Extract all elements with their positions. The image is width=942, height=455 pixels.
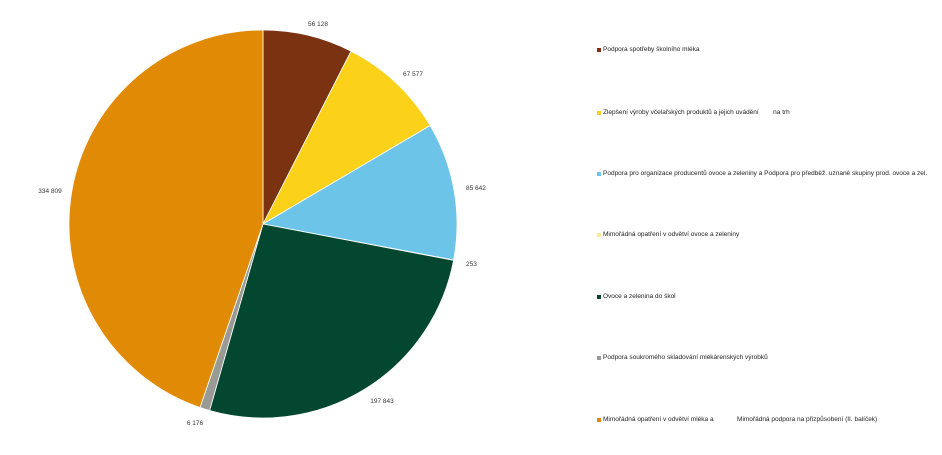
pie-slice bbox=[262, 50, 431, 226]
data-label: 197 843 bbox=[370, 398, 394, 405]
legend-swatch bbox=[597, 110, 601, 115]
legend-swatch bbox=[597, 232, 601, 237]
data-label: 67 577 bbox=[403, 71, 423, 78]
legend-label: Mimořádná opatření v odvětví mléka a Mim… bbox=[603, 416, 878, 423]
legend: Podpora spotřeby školního mléka Zlepšení … bbox=[597, 0, 937, 455]
legend-item: Mimořádná opatření v odvětví mléka a Mim… bbox=[597, 416, 877, 423]
legend-label: Zlepšení výroby včelařských produktů a j… bbox=[603, 109, 790, 116]
data-label: 56 128 bbox=[308, 21, 328, 28]
legend-label: Podpora spotřeby školního mléka bbox=[603, 46, 700, 53]
legend-label: Mimořádná opatření v odvětví ovoce a zel… bbox=[603, 231, 740, 238]
data-labels: 56 128 67 577 85 642 253 197 843 6 176 334 809 bbox=[38, 21, 486, 427]
legend-label: Podpora soukromého skladování mlékárensk… bbox=[603, 354, 768, 361]
legend-item: Ovoce a zelenina do škol bbox=[597, 293, 676, 300]
legend-swatch bbox=[597, 355, 601, 360]
legend-item: Podpora spotřeby školního mléka bbox=[597, 46, 699, 53]
legend-swatch bbox=[597, 294, 601, 299]
legend-label: Ovoce a zelenina do škol bbox=[603, 293, 676, 300]
pie-slice bbox=[261, 124, 458, 261]
legend-item: Mimořádná opatření v odvětví ovoce a zel… bbox=[597, 231, 739, 238]
legend-label: Podpora pro organizace producentů ovoce … bbox=[603, 170, 928, 177]
data-label: 85 642 bbox=[466, 185, 486, 192]
legend-item: Podpora pro organizace producentů ovoce … bbox=[597, 170, 927, 177]
pie-slice bbox=[68, 29, 264, 408]
legend-item: Zlepšení výroby včelařských produktů a j… bbox=[597, 109, 790, 116]
data-label: 334 809 bbox=[38, 188, 62, 195]
legend-swatch bbox=[597, 47, 601, 52]
data-label: 6 176 bbox=[187, 420, 204, 427]
legend-item: Podpora soukromého skladování mlékárensk… bbox=[597, 354, 768, 361]
legend-swatch bbox=[597, 417, 601, 422]
legend-swatch bbox=[597, 171, 601, 176]
pie-slices bbox=[68, 29, 458, 419]
data-label: 253 bbox=[466, 261, 477, 268]
pie-slice bbox=[209, 223, 455, 419]
